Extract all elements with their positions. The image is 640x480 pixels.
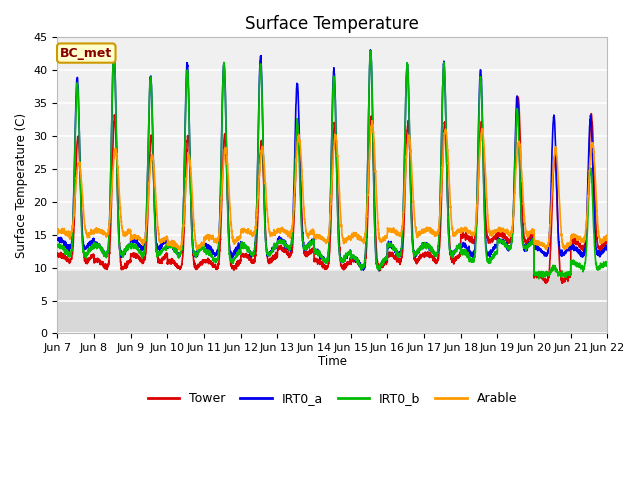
Title: Surface Temperature: Surface Temperature <box>246 15 419 33</box>
X-axis label: Time: Time <box>318 355 347 368</box>
Y-axis label: Surface Temperature (C): Surface Temperature (C) <box>15 113 28 258</box>
Bar <box>58 271 607 334</box>
Text: BC_met: BC_met <box>60 47 113 60</box>
Legend: Tower, IRT0_a, IRT0_b, Arable: Tower, IRT0_a, IRT0_b, Arable <box>143 387 522 410</box>
